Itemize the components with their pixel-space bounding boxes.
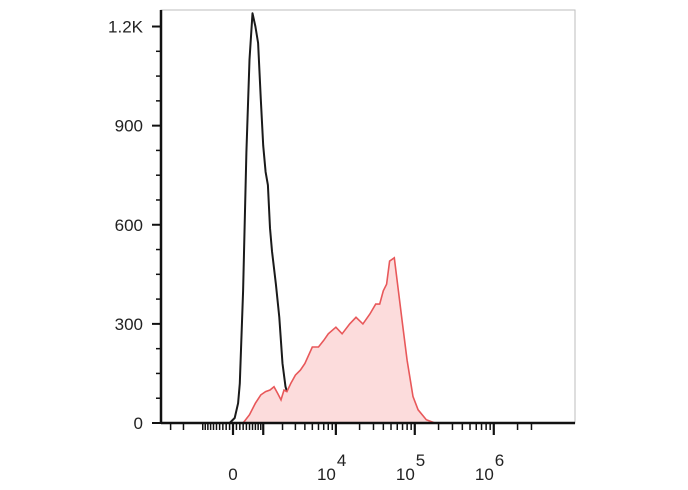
y-tick-label: 900 [115,117,143,136]
y-tick-label: 1.2K [108,18,144,37]
x-tick-exponent: 5 [416,451,425,470]
x-tick-exponent: 6 [495,451,504,470]
x-tick-label: 10 [475,465,494,484]
x-tick-label: 10 [317,465,336,484]
series-1-area [243,257,435,423]
y-tick-label: 0 [134,414,143,433]
y-axis-ticks: 0 300 600 900 1.2K [108,18,161,433]
series-layer [228,12,436,424]
y-tick-label: 600 [115,216,143,235]
x-tick-label: 0 [228,465,237,484]
x-tick-exponent: 4 [337,451,346,470]
x-tick-label: 10 [396,465,415,484]
y-tick-label: 300 [115,315,143,334]
series-1-outline [242,256,436,424]
